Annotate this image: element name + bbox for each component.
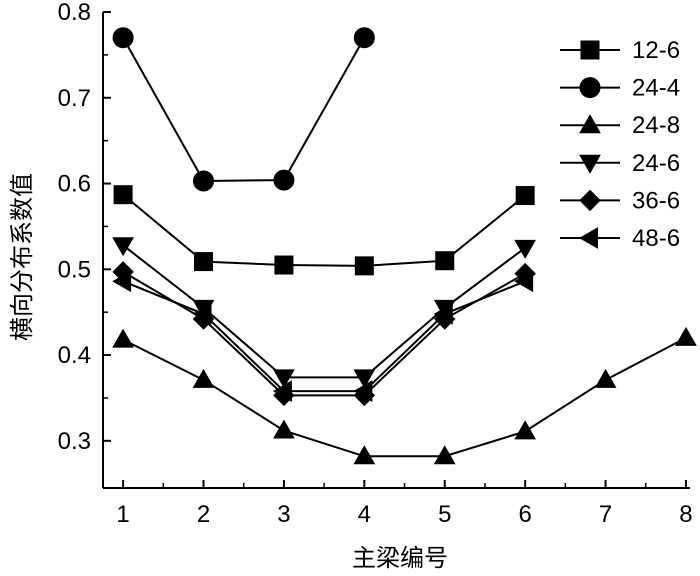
y-axis-title: 横向分布系数值 [8,173,36,341]
legend-item: 24-6 [560,150,680,177]
legend-marker [578,227,598,249]
legend: 12-6 24-4 24-8 24-6 36-6 48-6 [560,37,680,252]
legend-item: 12-6 [560,37,680,64]
data-point [514,270,534,293]
legend-marker [579,77,601,99]
series-48-6 [112,270,534,402]
data-point [353,445,376,465]
x-tick-label: 5 [438,501,451,528]
x-tick-label: 6 [518,501,531,528]
legend-item: 24-4 [560,75,680,102]
axes: 0.3 0.4 0.5 0.6 0.7 0.8 1 2 3 4 5 6 7 8 [58,0,693,528]
data-point [353,369,376,389]
series-24-8 [112,326,697,465]
data-point [112,27,134,49]
data-point [353,380,373,402]
data-point [514,239,537,259]
y-tick-label: 0.8 [58,0,91,26]
legend-marker [579,189,601,212]
series-line [122,280,526,393]
legend-label: 12-6 [632,37,680,64]
series-line [122,244,526,379]
data-point [435,251,455,271]
y-tick-label: 0.7 [58,85,91,112]
series-line [122,37,366,182]
data-point [192,368,215,388]
x-tick-label: 8 [679,501,692,528]
legend-marker [579,114,601,134]
series-line [122,271,526,397]
data-point [112,237,134,257]
x-tick-label: 2 [197,501,210,528]
y-tick-label: 0.3 [58,428,91,455]
y-tick-label: 0.4 [58,342,91,369]
x-tick-label: 4 [358,501,371,528]
data-point [192,303,212,325]
data-point [273,369,295,389]
data-point [594,368,617,388]
data-point [514,420,537,440]
series-group [112,27,697,465]
data-point [112,270,132,293]
y-tick-label: 0.5 [58,256,91,283]
data-point [433,445,456,465]
data-point [273,169,295,191]
data-point [515,186,535,206]
legend-label: 36-6 [632,187,680,214]
series-line [122,193,526,267]
legend-marker [580,40,600,60]
data-point [354,256,374,276]
legend-label: 24-4 [632,75,680,102]
data-point [274,255,294,275]
x-axis-title: 主梁编号 [352,544,448,572]
series-36-6 [112,261,536,407]
data-point [433,303,453,325]
legend-item: 48-6 [560,225,680,252]
y-tick-label: 0.6 [58,171,91,198]
legend-marker [579,154,601,174]
data-point [272,380,292,402]
series-24-4 [112,27,375,192]
x-tick-label: 3 [277,501,290,528]
data-point [193,170,215,192]
data-point [113,185,133,205]
data-point [273,419,295,439]
x-tick-label: 7 [599,501,612,528]
x-tick-label: 1 [116,501,129,528]
data-point [675,326,697,346]
legend-item: 24-8 [560,112,680,139]
legend-item: 36-6 [560,187,680,214]
data-point [194,252,214,272]
data-point [112,328,134,348]
legend-label: 24-6 [632,150,680,177]
legend-label: 24-8 [632,112,680,139]
series-24-6 [112,237,537,389]
series-line [122,337,687,458]
legend-label: 48-6 [632,225,680,252]
data-point [353,27,375,49]
series-12-6 [113,185,535,276]
